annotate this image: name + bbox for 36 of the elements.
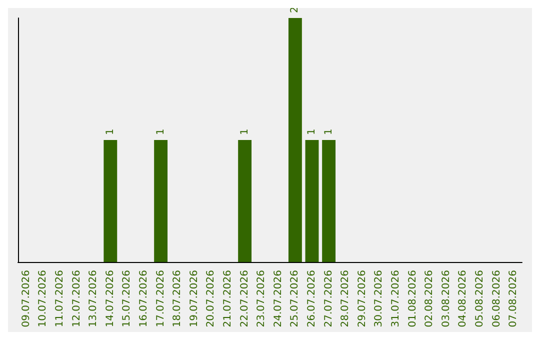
x-tick-label: 31.07.2026 <box>390 270 402 328</box>
x-tick-label: 26.07.2026 <box>306 270 318 328</box>
x-tick-label: 01.08.2026 <box>407 270 418 328</box>
data-label: 1 <box>155 128 166 135</box>
x-tick-label: 19.07.2026 <box>188 270 200 328</box>
x-tick-label: 09.07.2026 <box>20 270 32 328</box>
x-tick-label: 27.07.2026 <box>323 270 334 328</box>
x-tick-label: 21.07.2026 <box>222 270 234 328</box>
x-tick-label: 15.07.2026 <box>122 270 133 328</box>
x-tick-label: 16.07.2026 <box>138 270 150 328</box>
data-label: 2 <box>290 6 301 13</box>
x-tick-label: 23.07.2026 <box>256 270 268 328</box>
x-tick-label: 05.08.2026 <box>474 270 486 328</box>
x-tick-label: 10.07.2026 <box>38 270 49 328</box>
x-tick-label: 13.07.2026 <box>88 270 100 328</box>
x-tick-label: 24.07.2026 <box>272 270 284 328</box>
x-tick-label: 20.07.2026 <box>206 270 217 328</box>
x-tick-label: 28.07.2026 <box>340 270 352 328</box>
x-tick-label: 17.07.2026 <box>155 270 166 328</box>
x-tick-label: 30.07.2026 <box>374 270 385 328</box>
x-tick-label: 11.07.2026 <box>54 270 66 328</box>
data-label: 1 <box>306 128 318 135</box>
x-tick-label: 06.08.2026 <box>491 270 502 328</box>
x-tick-label: 07.08.2026 <box>508 270 520 328</box>
data-label: 1 <box>239 128 250 135</box>
x-tick-label: 18.07.2026 <box>172 270 184 328</box>
data-label: 1 <box>104 128 116 135</box>
x-tick-label: 29.07.2026 <box>356 270 368 328</box>
x-tick-label: 25.07.2026 <box>290 270 301 328</box>
x-tick-label: 22.07.2026 <box>239 270 250 328</box>
x-tick-label: 14.07.2026 <box>104 270 116 328</box>
x-tick-label: 04.08.2026 <box>458 270 469 328</box>
x-tick-label: 12.07.2026 <box>71 270 82 328</box>
data-label: 1 <box>323 128 334 135</box>
x-tick-label: 02.08.2026 <box>424 270 436 328</box>
x-tick-label: 03.08.2026 <box>440 270 452 328</box>
